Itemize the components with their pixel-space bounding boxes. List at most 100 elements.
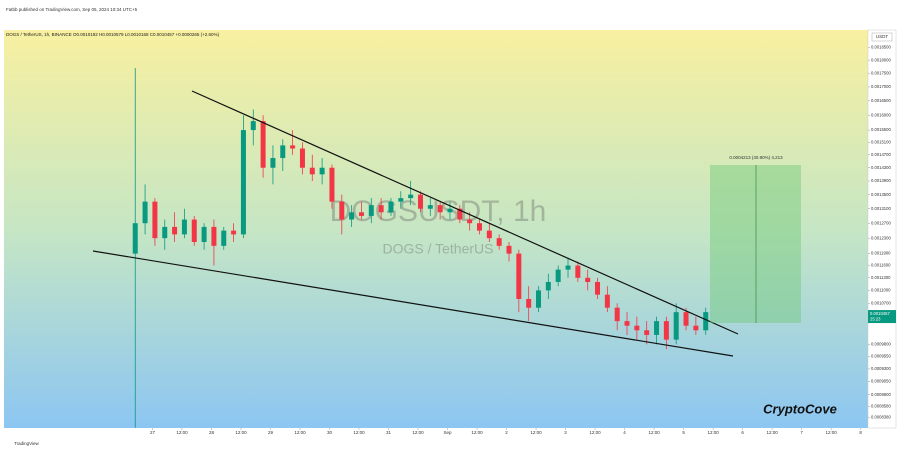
y-tick-label: 0.0008380	[871, 415, 891, 420]
candle-body	[280, 145, 286, 159]
x-tick-label: 31	[386, 430, 392, 435]
candle-body	[614, 307, 620, 322]
y-tick-label: 0.0018000	[871, 57, 891, 62]
candle-body	[624, 321, 630, 326]
candle-body	[231, 230, 237, 235]
candle-body	[388, 201, 394, 213]
y-tick-label: 0.0009050	[871, 379, 891, 384]
y-tick-label: 0.0009550	[871, 354, 891, 359]
x-tick-label: 12:00	[176, 430, 188, 435]
trendline-lower	[92, 250, 734, 357]
x-tick-label: 12:00	[589, 430, 601, 435]
candle-body	[368, 205, 374, 216]
x-tick-label: 3	[564, 430, 567, 435]
y-tick-label: 0.0010700	[871, 300, 891, 305]
candle-body	[693, 325, 699, 331]
x-tick-label: 29	[268, 430, 274, 435]
x-tick-label: 12:00	[648, 430, 660, 435]
x-tick-label: 12:00	[294, 430, 306, 435]
candle-body	[191, 219, 197, 242]
candle-body	[211, 226, 217, 246]
publisher: Fatbb published on TradingView.com, Sep …	[6, 7, 138, 12]
candle-body	[201, 226, 207, 242]
candle-body	[565, 265, 571, 270]
brand: CryptoCove	[763, 401, 837, 416]
y-tick-label: 0.0016500	[871, 98, 891, 103]
x-tick-label: 12:00	[353, 430, 365, 435]
candle-body	[536, 290, 542, 308]
candle-body	[486, 230, 492, 239]
candle-body	[644, 330, 650, 335]
y-tick-label: 0.0017000	[871, 84, 891, 89]
x-tick-label: 12:00	[766, 430, 778, 435]
y-tick-label: 0.0014300	[871, 165, 891, 170]
candle-body	[683, 312, 689, 326]
y-tick-label: 0.0011900	[871, 251, 891, 256]
y-tick-label: 0.0009800	[871, 341, 891, 346]
x-tick-label: 28	[209, 430, 215, 435]
candle-body	[349, 212, 355, 220]
candle-body	[447, 208, 453, 213]
position-label: 0.0004213 (40.90%) 4,213	[729, 155, 783, 160]
time-axis	[4, 428, 868, 438]
candle-body	[290, 145, 296, 149]
x-tick-label: 12:00	[412, 430, 424, 435]
candles	[132, 68, 709, 428]
candle-body	[476, 223, 482, 231]
x-tick-label: 12:00	[707, 430, 719, 435]
y-tick-label: 0.0011600	[871, 263, 891, 268]
x-tick-label: 12:00	[471, 430, 483, 435]
x-tick-label: Sep	[444, 430, 453, 435]
candle-body	[339, 201, 345, 220]
long-position-box	[710, 165, 801, 323]
candle-body	[250, 121, 256, 131]
candle-body	[240, 130, 246, 235]
candle-body	[142, 201, 148, 224]
candle-body	[506, 245, 512, 254]
candle-body	[260, 121, 266, 168]
candle-body	[673, 312, 679, 340]
x-tick-label: 4	[623, 430, 626, 435]
candle-body	[654, 321, 660, 335]
candle-body	[427, 205, 433, 209]
x-tick-label: 7	[800, 430, 803, 435]
plot-area	[4, 30, 868, 428]
last-price-label: 0.0010457	[870, 311, 890, 316]
candle-body	[457, 208, 463, 220]
x-tick-label: 30	[327, 430, 333, 435]
x-tick-label: 12:00	[825, 430, 837, 435]
y-tick-label: 0.0015100	[871, 139, 891, 144]
x-tick-label: 2	[505, 430, 508, 435]
candle-body	[417, 194, 423, 209]
x-tick-label: 12:00	[530, 430, 542, 435]
candle-body	[634, 325, 640, 331]
candle-body	[172, 226, 178, 235]
x-tick-label: 6	[741, 430, 744, 435]
y-tick-label: 0.0011000	[871, 287, 891, 292]
y-tick-label: 0.0014700	[871, 152, 891, 157]
candle-body	[555, 269, 561, 282]
y-tick-label: 0.0015500	[871, 127, 891, 132]
y-tick-label: 0.0013900	[871, 178, 891, 183]
candle-body	[408, 194, 414, 199]
candle-body	[309, 167, 315, 175]
candle-body	[152, 201, 158, 239]
y-tick-label: 0.0017500	[871, 70, 891, 75]
candle-body	[319, 167, 325, 175]
candle-body	[329, 167, 335, 202]
last-price-box	[868, 310, 896, 324]
candle-body	[270, 158, 276, 168]
y-tick-label: 0.0008800	[871, 392, 891, 397]
candle-body	[496, 238, 502, 246]
candle-body	[585, 277, 591, 282]
footer: TradingView	[14, 441, 40, 446]
candle-body	[398, 198, 404, 202]
candle-body	[437, 205, 443, 213]
candle-body	[162, 226, 168, 239]
x-tick-label: 5	[682, 430, 685, 435]
y-tick-label: 0.0012300	[871, 235, 891, 240]
y-tick-label: 0.0018500	[871, 44, 891, 49]
price-axis	[867, 29, 897, 429]
